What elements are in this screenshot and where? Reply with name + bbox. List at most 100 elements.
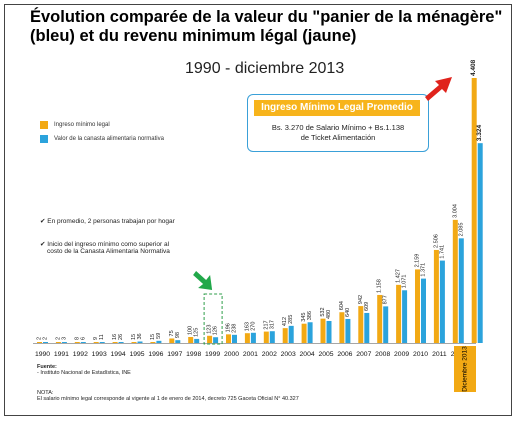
x-tick-label: 1996 (148, 351, 163, 358)
bar-income (207, 335, 213, 343)
data-label: 1.371 (421, 263, 427, 277)
chart-frame (4, 4, 512, 416)
x-tick-label: 1999 (205, 351, 220, 358)
data-label: 9 (93, 337, 99, 340)
december-2013-label: Diciembre 2013 (461, 346, 469, 392)
x-tick-label: 2003 (281, 351, 296, 358)
data-label: 196 (226, 323, 232, 332)
chart-subtitle: 1990 - diciembre 2013 (185, 60, 345, 77)
data-label: 217 (263, 320, 269, 329)
bar-basket (269, 331, 275, 343)
data-label: 2.506 (433, 234, 439, 248)
note-average-workers-text: En promedio, 2 personas trabajan por hog… (47, 218, 175, 225)
source-title: Fuente: (37, 364, 57, 370)
check-icon: ✔ (40, 241, 46, 248)
x-tick-label: 2001 (243, 351, 258, 358)
x-tick-label: 2011 (432, 351, 447, 358)
data-label: 1.741 (439, 245, 445, 259)
data-label: 238 (232, 324, 238, 333)
bar-basket (364, 312, 370, 343)
note-line2: costo de la Canasta Alimentaria Normativ… (47, 248, 170, 255)
data-label: 2.085 (458, 223, 464, 237)
bar-basket (250, 332, 256, 343)
bar-basket (137, 341, 143, 343)
data-label: 3.324 (476, 125, 483, 142)
note-average-workers: ✔ En promedio, 2 personas trabajan por h… (40, 217, 175, 225)
x-tick-label: 1991 (54, 351, 69, 358)
data-label: 75 (169, 330, 175, 336)
bar-income (452, 219, 458, 343)
bar-basket (326, 320, 332, 343)
bar-income (37, 342, 42, 343)
bar-income (320, 318, 326, 343)
data-label: 123 (207, 325, 213, 334)
data-label: 604 (339, 301, 345, 310)
data-label: 163 (244, 322, 250, 331)
bar-basket (439, 260, 445, 343)
legend-swatch-basket (40, 135, 48, 143)
note-text: El salario mínimo legal corresponde al v… (37, 396, 299, 402)
bar-basket (402, 290, 408, 343)
data-label: 2 (55, 337, 61, 340)
bar-basket (345, 318, 351, 343)
data-label: 125 (194, 328, 200, 337)
data-label: 11 (99, 334, 105, 340)
x-tick-label: 1993 (92, 351, 107, 358)
data-label: 98 (175, 332, 181, 338)
x-tick-label: 2008 (375, 351, 390, 358)
bar-income (263, 331, 269, 343)
bar-basket (61, 342, 67, 343)
bar-income (244, 333, 250, 343)
x-tick-label: 1997 (167, 351, 182, 358)
x-tick-label: 1998 (186, 351, 201, 358)
legend-label-income: Ingreso mínimo legal (54, 122, 110, 128)
infobox-line2: de Ticket Alimentación (300, 133, 376, 142)
data-label: 2 (43, 337, 49, 340)
bar-income (433, 249, 439, 343)
data-label: 36 (137, 333, 143, 339)
note-minimum-income-start: ✔ Inicio del ingreso mínimo como superio… (40, 240, 170, 255)
source-text: - Instituto Nacional de Estadística, INE (37, 370, 131, 376)
data-label: 532 (320, 307, 326, 316)
data-label: 1.158 (377, 279, 383, 293)
green-arrow-icon (193, 271, 213, 290)
data-label: 2.159 (415, 254, 421, 268)
data-label: 640 (345, 308, 351, 317)
legend-label-basket: Valor de la canasta alimentaria normativ… (54, 136, 164, 142)
bar-income (396, 284, 402, 343)
x-tick-label: 2009 (394, 351, 409, 358)
bar-basket (477, 143, 483, 343)
x-tick-label: 2002 (262, 351, 277, 358)
bar-income (55, 342, 61, 343)
data-label: 15 (150, 334, 156, 340)
data-label: 345 (301, 313, 307, 322)
data-label: 412 (282, 317, 288, 326)
highlight-box-1999 (203, 293, 223, 345)
bar-basket (288, 325, 294, 343)
bar-basket (307, 322, 313, 343)
x-tick-label: 2010 (413, 351, 428, 358)
data-label: 100 (188, 326, 194, 335)
data-label: 1.071 (402, 275, 408, 289)
data-label: 1.427 (396, 269, 402, 283)
bar-basket (43, 342, 48, 343)
data-label: 6 (80, 337, 86, 340)
infobox-line1: Bs. 3.270 de Salario Mínimo + Bs.1.138 (271, 123, 405, 132)
bar-basket (232, 334, 237, 343)
bar-income (282, 328, 288, 343)
data-label: 8 (74, 337, 80, 340)
bar-income (339, 312, 345, 343)
bar-income (150, 342, 156, 343)
bar-basket (213, 337, 219, 343)
check-icon: ✔ (40, 218, 46, 225)
data-label: 3.004 (452, 204, 458, 218)
data-label: 609 (364, 302, 370, 311)
bar-basket (118, 342, 124, 343)
data-label: 4.408 (470, 59, 477, 76)
data-label: 126 (213, 326, 219, 335)
data-label: 942 (358, 295, 364, 304)
bar-income (188, 336, 194, 343)
x-tick-label: 2000 (224, 351, 239, 358)
bar-basket (80, 342, 86, 343)
